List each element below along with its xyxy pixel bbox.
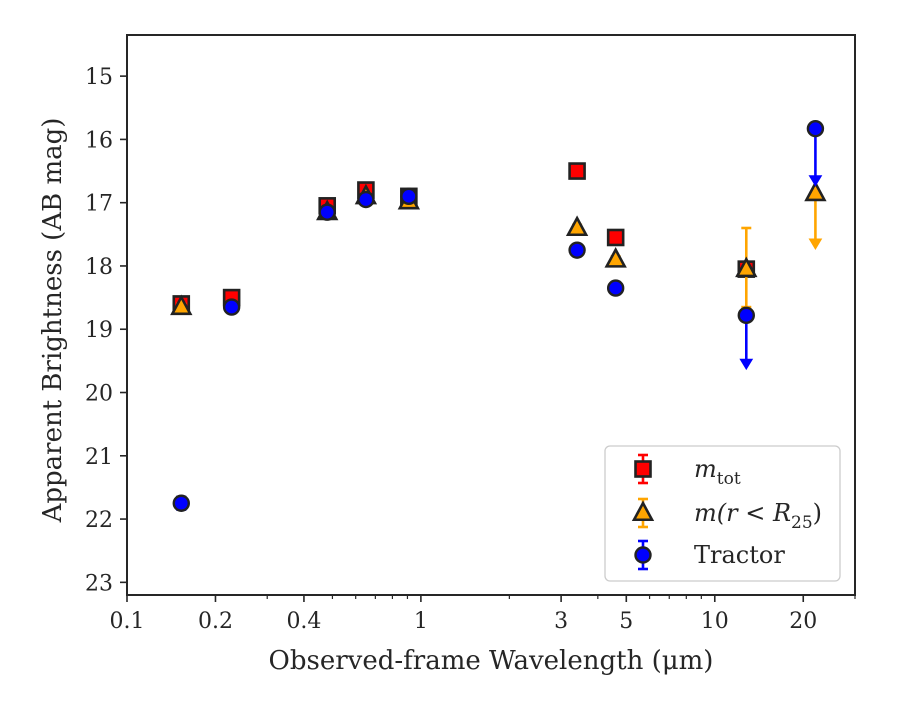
legend-label: mtot: [694, 455, 741, 489]
x-tick-label: 0.4: [286, 609, 321, 634]
axis-ticks: 0.1 0.2 0.4 1 3 5 10 20 15 16 17 18 19 20 21 22 23: [85, 65, 856, 634]
upper-limit-arrowhead: [739, 358, 754, 371]
y-tick-label: 18: [85, 255, 113, 280]
circle-marker: [172, 494, 190, 512]
legend-box: [604, 445, 841, 582]
x-tick-label: 0.1: [110, 609, 145, 634]
circle-marker: [357, 190, 375, 209]
x-tick-label: 0.2: [198, 609, 233, 634]
circle-marker: [318, 203, 336, 221]
circle-marker: [400, 187, 418, 206]
triangle-marker: [170, 294, 193, 316]
series-2: [172, 119, 825, 512]
triangle-marker: [565, 215, 589, 237]
x-tick-label: 10: [701, 609, 729, 634]
legend-label: Tractor: [694, 541, 785, 569]
y-tick-label: 22: [85, 508, 113, 533]
x-tick-label: 1: [414, 609, 428, 634]
square-marker: [634, 460, 652, 478]
triangle-marker: [735, 256, 758, 278]
plot-frame: [126, 34, 856, 596]
circle-marker: [568, 241, 586, 259]
square-marker: [568, 162, 586, 180]
legend-entry: Tractor: [634, 539, 785, 571]
series-0: [172, 162, 756, 313]
y-tick-label: 19: [85, 318, 113, 343]
square-marker: [606, 228, 625, 247]
triangle-marker: [604, 246, 627, 268]
y-tick-label: 23: [85, 571, 113, 596]
triangle-marker: [804, 180, 827, 202]
y-tick-label: 16: [85, 128, 113, 153]
y-tick-label: 15: [85, 65, 113, 90]
upper-limit-arrowhead: [808, 238, 823, 250]
x-tick-label: 3: [554, 609, 568, 634]
upper-limit-arrowhead: [808, 175, 823, 187]
legend: mtot m(r < R25) Tractor: [604, 445, 841, 582]
circle-marker: [606, 279, 625, 297]
circle-marker: [222, 298, 241, 316]
x-axis-label: Observed-frame Wavelength (μm): [269, 646, 714, 676]
circle-marker: [634, 546, 652, 564]
y-tick-label: 21: [85, 445, 113, 470]
legend-entry: m(r < R25): [631, 497, 822, 533]
circle-marker: [806, 119, 825, 138]
x-tick-label: 5: [619, 609, 633, 634]
y-tick-label: 20: [85, 382, 113, 407]
y-tick-label: 17: [85, 192, 113, 217]
x-tick-label: 20: [789, 609, 817, 634]
circle-marker: [737, 306, 755, 325]
legend-entry: mtot: [634, 453, 741, 489]
y-axis-label: Apparent Brightness (AB mag): [38, 118, 68, 524]
triangle-marker: [631, 500, 655, 522]
series-1: [170, 180, 827, 316]
data-layer: [170, 119, 827, 512]
legend-label: m(r < R25): [694, 499, 822, 533]
